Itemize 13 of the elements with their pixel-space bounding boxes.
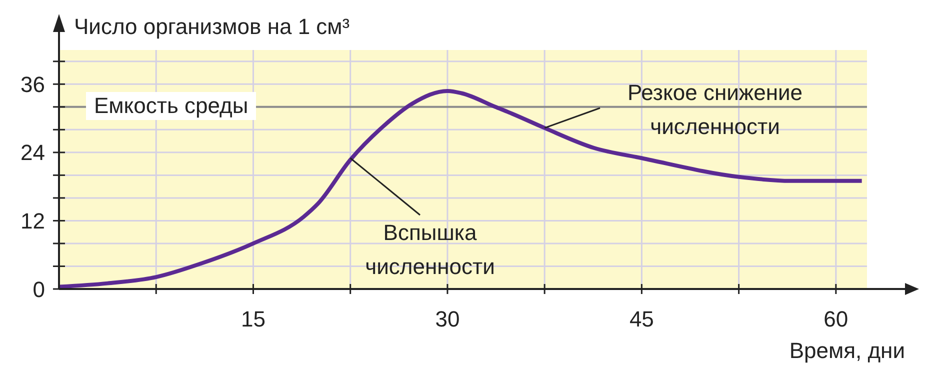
x-tick-label: 45 bbox=[629, 306, 654, 332]
annotation: Резкое снижение численности bbox=[627, 79, 803, 141]
y-axis-title: Число организмов на 1 см³ bbox=[74, 14, 350, 40]
x-axis-title: Время, дни bbox=[789, 338, 905, 364]
x-tick-label: 30 bbox=[435, 306, 460, 332]
ref-line-label: Емкость среды bbox=[86, 92, 256, 120]
annotation: Вспышка численности bbox=[365, 219, 495, 281]
x-tick-label: 15 bbox=[240, 306, 266, 332]
y-tick-label: 0 bbox=[32, 276, 45, 302]
y-tick-label: 36 bbox=[20, 72, 45, 97]
y-tick-label: 24 bbox=[20, 140, 45, 166]
y-tick-label: 12 bbox=[20, 208, 45, 234]
x-tick-label: 60 bbox=[824, 306, 848, 332]
